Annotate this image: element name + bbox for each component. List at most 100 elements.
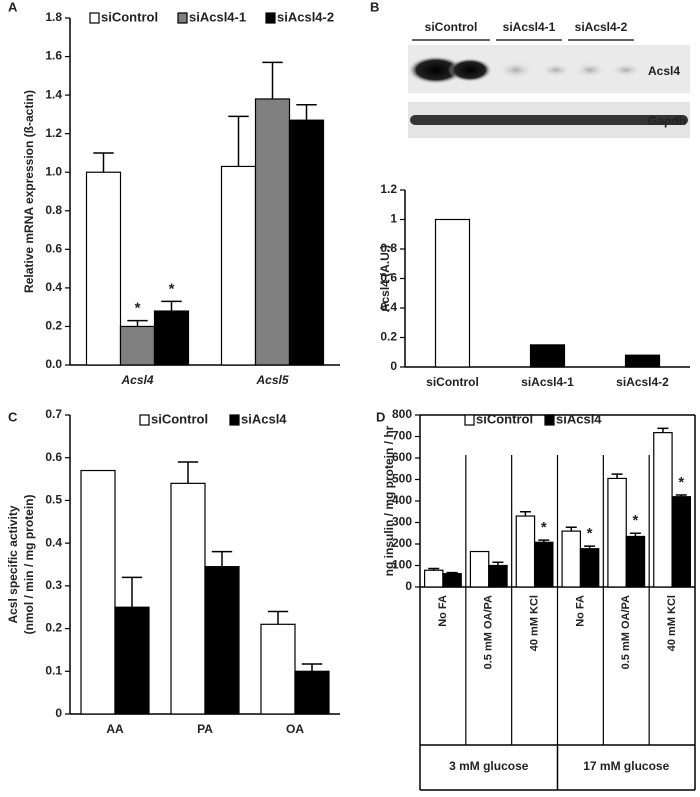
x-tick-label: No FA [437, 595, 449, 627]
bar [119, 325, 156, 366]
x-tick-label: AA [106, 722, 124, 736]
legend-swatch [464, 414, 475, 426]
legend-swatch [229, 414, 240, 426]
y-tick-label: 500 [392, 472, 412, 486]
bar [561, 530, 582, 588]
blot-band [574, 62, 606, 78]
y-tick-label: 0 [405, 579, 412, 593]
annotation: * [169, 280, 175, 297]
x-tick-label: Acsl5 [255, 373, 288, 387]
y-tick-label: 0 [55, 706, 62, 720]
y-tick-label: 0.8 [45, 203, 62, 217]
x-tick-label: 40 mM KCl [666, 595, 678, 651]
band-label: Acsl4 [648, 64, 680, 78]
bar [607, 477, 627, 588]
blot-band [408, 56, 464, 84]
bar [488, 564, 508, 588]
legend-swatch [265, 12, 276, 24]
bar [204, 566, 240, 715]
bar [85, 171, 122, 366]
bar [294, 670, 330, 715]
y-tick-label: 1 [390, 212, 397, 226]
x-tick-label: 0.5 mM OA/PA [620, 595, 632, 669]
y-tick-label: 1.2 [45, 126, 62, 140]
annotation: * [587, 525, 593, 542]
y-tick-label: 1.6 [45, 49, 62, 63]
y-tick-label: 0.2 [45, 319, 62, 333]
y-tick-label: 200 [392, 536, 412, 550]
bar [533, 541, 554, 588]
panel-letter: A [8, 0, 18, 14]
y-tick-label: 300 [392, 515, 412, 529]
bar [220, 165, 257, 366]
legend-swatch [139, 414, 150, 426]
y-tick-label: 700 [392, 429, 412, 443]
y-tick-label: 1.4 [45, 87, 62, 101]
annotation: * [678, 474, 684, 491]
bar [625, 535, 646, 588]
y-axis-label: Acsl specific activity [6, 505, 20, 623]
legend-swatch [89, 12, 100, 24]
bar [260, 623, 296, 715]
y-tick-label: 0.0 [45, 357, 62, 371]
x-tick-label: siAcsl4-1 [521, 375, 574, 389]
legend-label: siControl [151, 411, 208, 426]
y-tick-label: 400 [392, 493, 412, 507]
bar [254, 98, 291, 366]
y-tick-label: 0.5 [45, 493, 62, 507]
bar [170, 482, 206, 715]
y-tick-label: 100 [392, 558, 412, 572]
y-axis-label: Relative mRNA expression (ß-actin) [22, 90, 36, 293]
x-tick-label: 40 mM KCl [528, 595, 540, 651]
annotation: * [632, 512, 638, 529]
x-tick-label: siAcsl4-2 [616, 375, 669, 389]
legend-label: siAcsl4-1 [189, 9, 246, 24]
y-tick-label: 0.1 [45, 663, 62, 677]
y-tick-label: 0.2 [380, 330, 397, 344]
y-tick-label: 0.3 [45, 578, 62, 592]
blot-band [498, 61, 534, 79]
y-tick-label: 0 [390, 359, 397, 373]
x-tick-label: siControl [426, 375, 479, 389]
bar [515, 515, 536, 588]
x-tick-label: No FA [574, 595, 586, 627]
bar [434, 218, 471, 368]
annotation: * [541, 519, 547, 536]
y-tick-label: 1.0 [45, 164, 62, 178]
bar [423, 569, 444, 588]
annotation: * [135, 300, 141, 317]
legend-label: siControl [476, 411, 533, 426]
legend-swatch [177, 12, 188, 24]
y-tick-label: 1.8 [45, 10, 62, 24]
lane-label: siControl [425, 20, 478, 34]
bar [442, 573, 462, 588]
y-tick-label: 800 [392, 407, 412, 421]
y-tick-label: 0.4 [45, 535, 62, 549]
group-label: 3 mM glucose [449, 759, 529, 773]
y-tick-label: 1.2 [380, 182, 397, 196]
blot-band [610, 63, 642, 77]
panel-letter: D [376, 409, 385, 424]
band-label: Gapdh [648, 114, 686, 128]
group-label: 17 mM glucose [583, 759, 669, 773]
blot [408, 39, 690, 138]
y-tick-label: 0.6 [45, 450, 62, 464]
y-axis-label: (nmol / min / mg protein) [22, 495, 36, 635]
y-tick-label: 0.8 [380, 241, 397, 255]
x-tick-label: PA [197, 722, 213, 736]
lane-label: siAcsl4-1 [503, 20, 556, 34]
legend-label: siAcsl4 [241, 411, 287, 426]
y-tick-label: 0.7 [45, 407, 62, 421]
x-tick-label: OA [286, 722, 304, 736]
y-tick-label: 0.6 [380, 271, 397, 285]
y-tick-label: 600 [392, 450, 412, 464]
bar [114, 606, 150, 715]
blot-band [540, 63, 572, 77]
blot-band [448, 58, 492, 82]
x-tick-label: 0.5 mM OA/PA [483, 595, 495, 669]
bar [653, 432, 673, 588]
y-tick-label: 0.4 [380, 300, 397, 314]
legend-label: siAcsl4 [556, 411, 602, 426]
y-tick-label: 0.6 [45, 242, 62, 256]
bar [288, 119, 325, 366]
